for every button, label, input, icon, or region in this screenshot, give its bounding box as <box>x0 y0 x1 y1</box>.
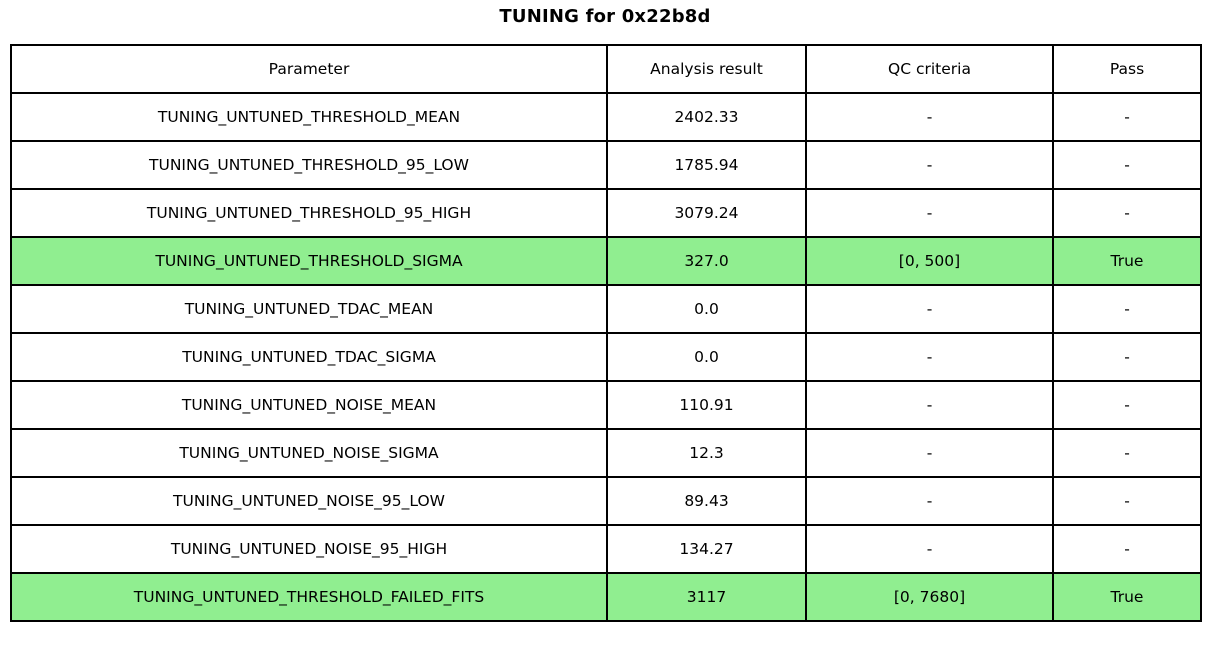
cell-qc-criteria: - <box>805 380 1054 430</box>
cell-pass: - <box>1052 284 1202 334</box>
cell-parameter: TUNING_UNTUNED_THRESHOLD_95_HIGH <box>10 188 608 238</box>
cell-parameter: TUNING_UNTUNED_THRESHOLD_95_LOW <box>10 140 608 190</box>
cell-analysis-result: 327.0 <box>606 236 807 286</box>
cell-analysis-result: 0.0 <box>606 284 807 334</box>
cell-analysis-result: 134.27 <box>606 524 807 574</box>
cell-parameter: TUNING_UNTUNED_TDAC_SIGMA <box>10 332 608 382</box>
cell-qc-criteria: - <box>805 188 1054 238</box>
table-row: TUNING_UNTUNED_NOISE_95_LOW 89.43 - - <box>10 476 1202 526</box>
cell-parameter: TUNING_UNTUNED_NOISE_95_HIGH <box>10 524 608 574</box>
cell-pass: - <box>1052 92 1202 142</box>
cell-parameter: TUNING_UNTUNED_TDAC_MEAN <box>10 284 608 334</box>
cell-analysis-result: 2402.33 <box>606 92 807 142</box>
cell-qc-criteria: - <box>805 92 1054 142</box>
cell-qc-criteria: - <box>805 524 1054 574</box>
cell-pass: - <box>1052 332 1202 382</box>
cell-qc-criteria: - <box>805 140 1054 190</box>
table-row: TUNING_UNTUNED_NOISE_MEAN 110.91 - - <box>10 380 1202 430</box>
cell-qc-criteria: [0, 7680] <box>805 572 1054 622</box>
cell-pass: - <box>1052 428 1202 478</box>
cell-pass: - <box>1052 380 1202 430</box>
table-row: TUNING_UNTUNED_THRESHOLD_SIGMA 327.0 [0,… <box>10 236 1202 286</box>
cell-analysis-result: 89.43 <box>606 476 807 526</box>
table-row: TUNING_UNTUNED_NOISE_SIGMA 12.3 - - <box>10 428 1202 478</box>
page-title: TUNING for 0x22b8d <box>499 6 711 27</box>
table-row: TUNING_UNTUNED_THRESHOLD_95_LOW 1785.94 … <box>10 140 1202 190</box>
cell-parameter: TUNING_UNTUNED_THRESHOLD_MEAN <box>10 92 608 142</box>
cell-analysis-result: 1785.94 <box>606 140 807 190</box>
cell-analysis-result: 3117 <box>606 572 807 622</box>
column-header-analysis-result: Analysis result <box>606 44 807 94</box>
cell-pass: - <box>1052 476 1202 526</box>
column-header-qc-criteria: QC criteria <box>805 44 1054 94</box>
cell-parameter: TUNING_UNTUNED_THRESHOLD_FAILED_FITS <box>10 572 608 622</box>
column-header-pass: Pass <box>1052 44 1202 94</box>
cell-pass: - <box>1052 524 1202 574</box>
cell-qc-criteria: - <box>805 332 1054 382</box>
qc-table: Parameter Analysis result QC criteria Pa… <box>10 44 1202 622</box>
table-row: TUNING_UNTUNED_NOISE_95_HIGH 134.27 - - <box>10 524 1202 574</box>
cell-pass: True <box>1052 236 1202 286</box>
table-row: TUNING_UNTUNED_TDAC_SIGMA 0.0 - - <box>10 332 1202 382</box>
cell-qc-criteria: - <box>805 476 1054 526</box>
cell-analysis-result: 12.3 <box>606 428 807 478</box>
table-row: TUNING_UNTUNED_THRESHOLD_95_HIGH 3079.24… <box>10 188 1202 238</box>
column-header-parameter: Parameter <box>10 44 608 94</box>
cell-parameter: TUNING_UNTUNED_NOISE_MEAN <box>10 380 608 430</box>
qc-table-body: TUNING_UNTUNED_THRESHOLD_MEAN 2402.33 - … <box>10 92 1202 622</box>
cell-analysis-result: 110.91 <box>606 380 807 430</box>
cell-qc-criteria: - <box>805 428 1054 478</box>
cell-pass: - <box>1052 188 1202 238</box>
cell-analysis-result: 3079.24 <box>606 188 807 238</box>
cell-parameter: TUNING_UNTUNED_THRESHOLD_SIGMA <box>10 236 608 286</box>
table-row: TUNING_UNTUNED_THRESHOLD_FAILED_FITS 311… <box>10 572 1202 622</box>
table-row: TUNING_UNTUNED_THRESHOLD_MEAN 2402.33 - … <box>10 92 1202 142</box>
cell-pass: True <box>1052 572 1202 622</box>
qc-table-header-row: Parameter Analysis result QC criteria Pa… <box>10 44 1202 94</box>
cell-qc-criteria: - <box>805 284 1054 334</box>
cell-analysis-result: 0.0 <box>606 332 807 382</box>
cell-qc-criteria: [0, 500] <box>805 236 1054 286</box>
cell-pass: - <box>1052 140 1202 190</box>
cell-parameter: TUNING_UNTUNED_NOISE_95_LOW <box>10 476 608 526</box>
table-row: TUNING_UNTUNED_TDAC_MEAN 0.0 - - <box>10 284 1202 334</box>
cell-parameter: TUNING_UNTUNED_NOISE_SIGMA <box>10 428 608 478</box>
